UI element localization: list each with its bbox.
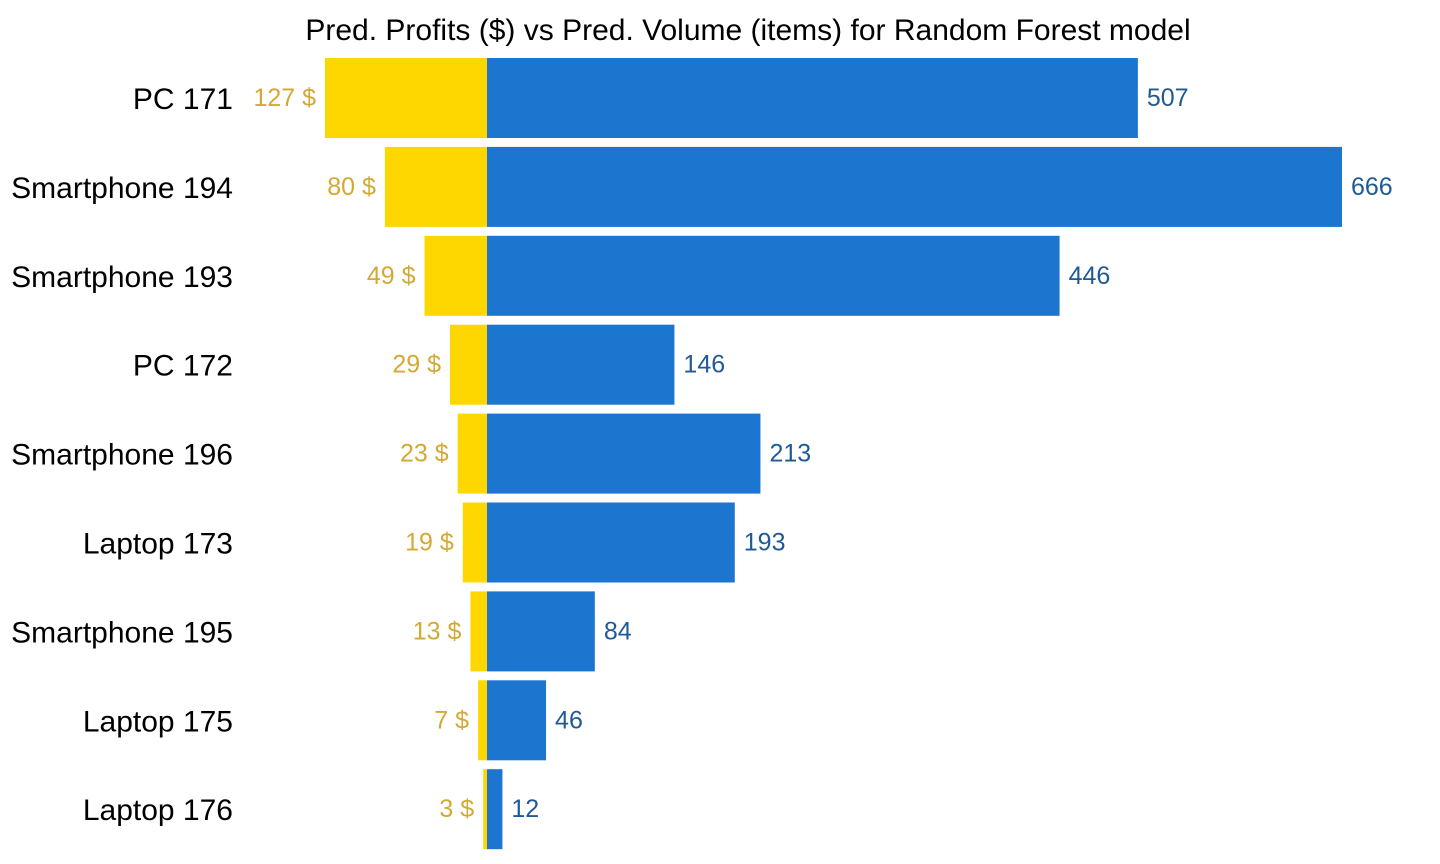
volume-value-label: 193 bbox=[744, 529, 786, 557]
profit-bar bbox=[478, 680, 487, 761]
volume-value-label: 507 bbox=[1147, 84, 1189, 112]
volume-bar bbox=[487, 680, 547, 761]
profit-value-label: 80 $ bbox=[327, 173, 376, 201]
category-label: Smartphone 195 bbox=[11, 616, 233, 649]
profit-bar bbox=[384, 146, 487, 227]
volume-bar bbox=[487, 324, 675, 405]
volume-value-label: 12 bbox=[511, 795, 539, 823]
profit-bar bbox=[470, 591, 487, 672]
volume-bar bbox=[487, 235, 1060, 316]
volume-value-label: 666 bbox=[1351, 173, 1393, 201]
volume-bar bbox=[487, 413, 761, 494]
profit-value-labels: 127 $ 80 $ 49 $ 29 $ 23 $ 19 $ 13 $ 7 $ 3 $ bbox=[253, 84, 474, 823]
category-labels: PC 171 Smartphone 194 Smartphone 193 PC 172… bbox=[11, 83, 233, 827]
profit-bar bbox=[450, 324, 487, 405]
volume-value-labels: 507 666 446 146 213 193 84 46 12 bbox=[511, 84, 1392, 823]
profit-bar bbox=[424, 235, 487, 316]
profit-value-label: 127 $ bbox=[253, 84, 316, 112]
volume-value-label: 84 bbox=[604, 617, 632, 645]
category-label: PC 171 bbox=[133, 83, 233, 116]
category-label: Smartphone 193 bbox=[11, 261, 233, 294]
profit-value-label: 13 $ bbox=[413, 617, 462, 645]
profit-value-label: 29 $ bbox=[392, 351, 441, 379]
profit-bar bbox=[483, 769, 487, 850]
volume-value-label: 213 bbox=[769, 440, 811, 468]
profit-series bbox=[325, 58, 487, 850]
profit-bar bbox=[462, 502, 487, 583]
profit-bar bbox=[325, 58, 487, 138]
category-label: Laptop 173 bbox=[83, 528, 233, 561]
category-label: Smartphone 194 bbox=[11, 172, 233, 205]
volume-value-label: 46 bbox=[555, 706, 583, 734]
category-label: Laptop 176 bbox=[83, 794, 233, 827]
volume-bar bbox=[487, 58, 1138, 138]
profit-value-label: 23 $ bbox=[400, 440, 449, 468]
chart-title: Pred. Profits ($) vs Pred. Volume (items… bbox=[305, 14, 1190, 47]
volume-value-label: 146 bbox=[683, 351, 725, 379]
profit-value-label: 7 $ bbox=[434, 706, 469, 734]
volume-value-label: 446 bbox=[1069, 262, 1111, 290]
profit-bar bbox=[457, 413, 487, 494]
category-label: PC 172 bbox=[133, 350, 233, 383]
profit-value-label: 49 $ bbox=[367, 262, 416, 290]
profit-value-label: 19 $ bbox=[405, 529, 454, 557]
volume-bar bbox=[487, 146, 1342, 227]
volume-bar bbox=[487, 502, 735, 583]
volume-bar bbox=[487, 769, 503, 850]
volume-bar bbox=[487, 591, 595, 672]
profit-value-label: 3 $ bbox=[439, 795, 474, 823]
category-label: Smartphone 196 bbox=[11, 439, 233, 472]
volume-series bbox=[487, 58, 1342, 850]
category-label: Laptop 175 bbox=[83, 705, 233, 738]
